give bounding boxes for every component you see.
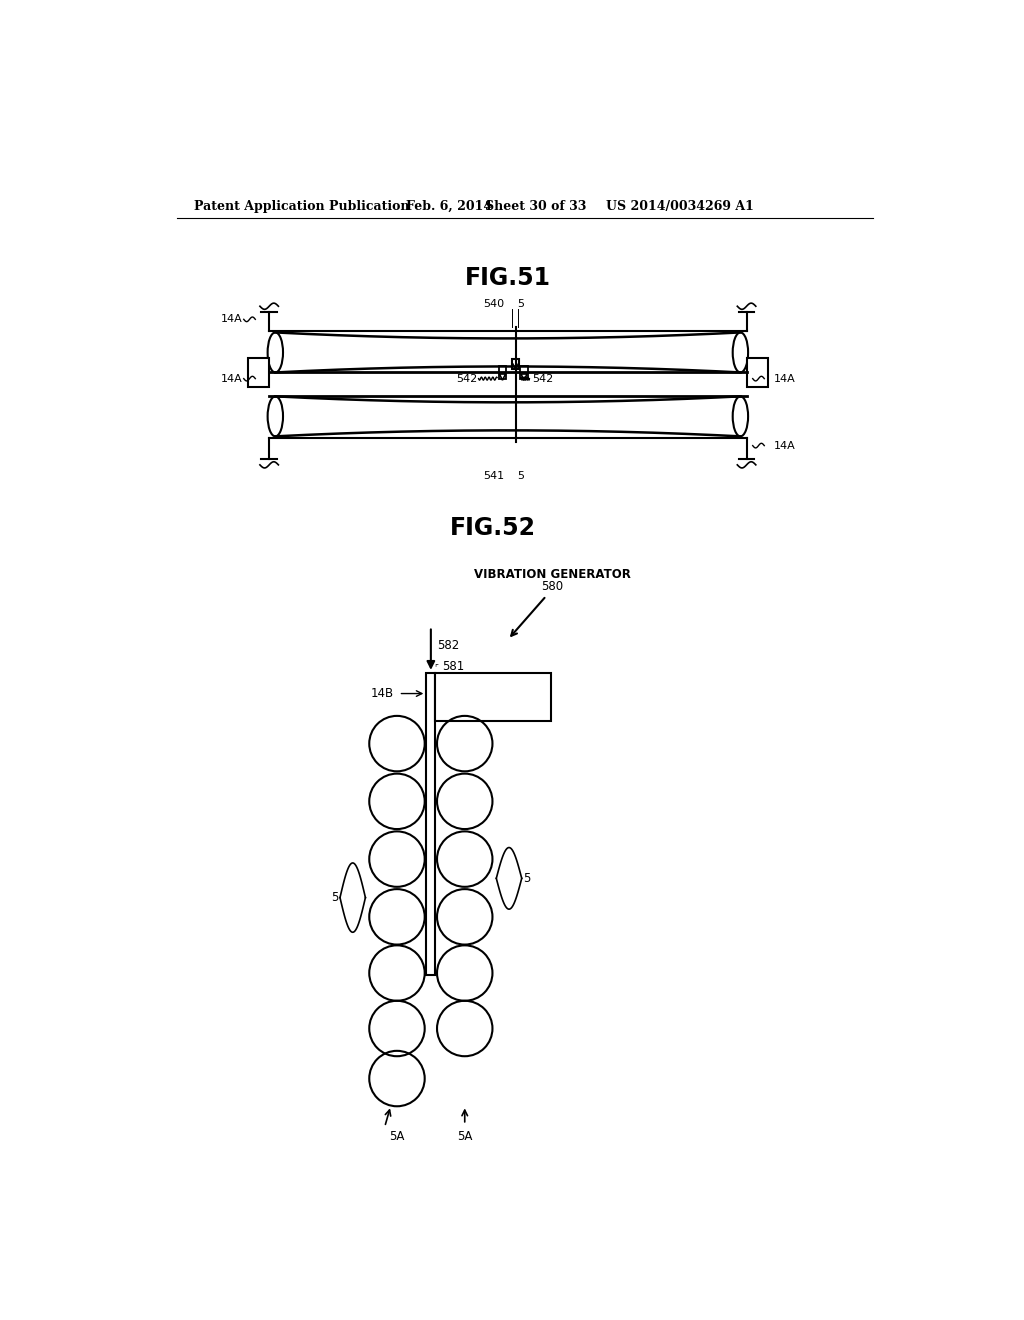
- Bar: [499, 367, 506, 379]
- Text: FIG.51: FIG.51: [465, 265, 551, 290]
- Text: 5: 5: [517, 471, 524, 482]
- Polygon shape: [500, 374, 506, 380]
- Text: 14A: 14A: [773, 441, 796, 450]
- Ellipse shape: [267, 333, 283, 372]
- Text: 5A: 5A: [389, 1130, 404, 1143]
- Ellipse shape: [733, 333, 749, 372]
- Text: ⌜: ⌜: [434, 663, 438, 671]
- Text: 540: 540: [483, 298, 505, 309]
- Text: 5: 5: [331, 891, 339, 904]
- Text: 542: 542: [456, 374, 477, 384]
- Text: 5A: 5A: [457, 1130, 472, 1143]
- Text: FIG.52: FIG.52: [450, 516, 536, 540]
- Polygon shape: [521, 374, 527, 380]
- Text: 582: 582: [437, 639, 460, 652]
- Ellipse shape: [267, 396, 283, 437]
- Text: 580: 580: [542, 579, 563, 593]
- Text: 5: 5: [523, 871, 530, 884]
- Bar: [520, 367, 528, 379]
- Text: US 2014/0034269 A1: US 2014/0034269 A1: [606, 199, 755, 213]
- Text: Sheet 30 of 33: Sheet 30 of 33: [484, 199, 586, 213]
- Text: 14B: 14B: [371, 686, 394, 700]
- Text: 581: 581: [441, 660, 464, 673]
- Bar: [248, 358, 269, 387]
- Ellipse shape: [733, 396, 749, 437]
- Text: 5: 5: [517, 298, 524, 309]
- Bar: [435, 673, 551, 721]
- Text: Patent Application Publication: Patent Application Publication: [194, 199, 410, 213]
- Text: 14A: 14A: [220, 314, 243, 325]
- Text: Feb. 6, 2014: Feb. 6, 2014: [407, 199, 493, 213]
- Bar: [746, 358, 768, 387]
- Text: 541: 541: [483, 471, 505, 482]
- Bar: [426, 673, 435, 974]
- Text: 542: 542: [532, 374, 554, 384]
- Text: VIBRATION GENERATOR: VIBRATION GENERATOR: [474, 568, 631, 581]
- Text: 14A: 14A: [773, 374, 796, 384]
- Text: 14A: 14A: [220, 374, 243, 384]
- Bar: [512, 359, 519, 368]
